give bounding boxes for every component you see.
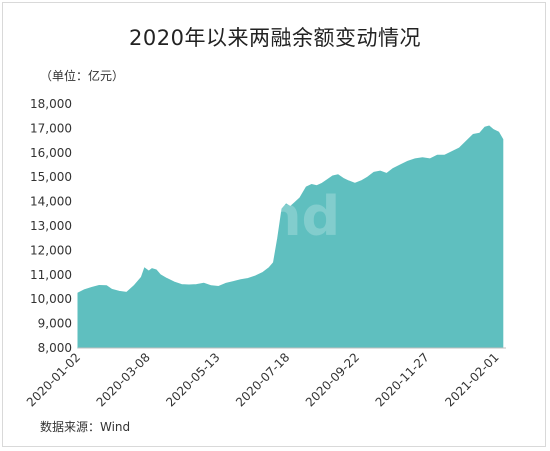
y-tick-label: 13,000: [30, 219, 72, 233]
y-tick-label: 12,000: [30, 243, 72, 257]
x-tick-label: 2020-03-08: [94, 350, 153, 409]
y-tick-label: 18,000: [30, 97, 72, 111]
y-tick-label: 17,000: [30, 121, 72, 135]
source-note: 数据来源：Wind: [40, 420, 131, 434]
unit-label: （单位：亿元）: [40, 69, 125, 83]
y-tick-label: 16,000: [30, 146, 72, 160]
area-series: [77, 125, 504, 349]
x-tick-label: 2020-09-22: [303, 350, 362, 409]
x-tick-label: 2020-05-13: [163, 350, 222, 409]
chart-title: 2020年以来两融余额变动情况: [129, 26, 421, 50]
y-tick-label: 9,000: [38, 317, 72, 331]
x-tick-label: 2020-01-02: [24, 350, 83, 409]
x-tick-label: 2020-07-18: [233, 350, 292, 409]
x-tick-label: 2021-02-01: [442, 350, 501, 409]
y-tick-label: 8,000: [38, 341, 72, 355]
x-tick-label: 2020-11-27: [373, 350, 432, 409]
y-tick-label: 14,000: [30, 195, 72, 209]
y-tick-label: 11,000: [30, 268, 72, 282]
watermark-text: Wind: [185, 185, 340, 248]
y-tick-label: 15,000: [30, 170, 72, 184]
y-tick-label: 10,000: [30, 292, 72, 306]
